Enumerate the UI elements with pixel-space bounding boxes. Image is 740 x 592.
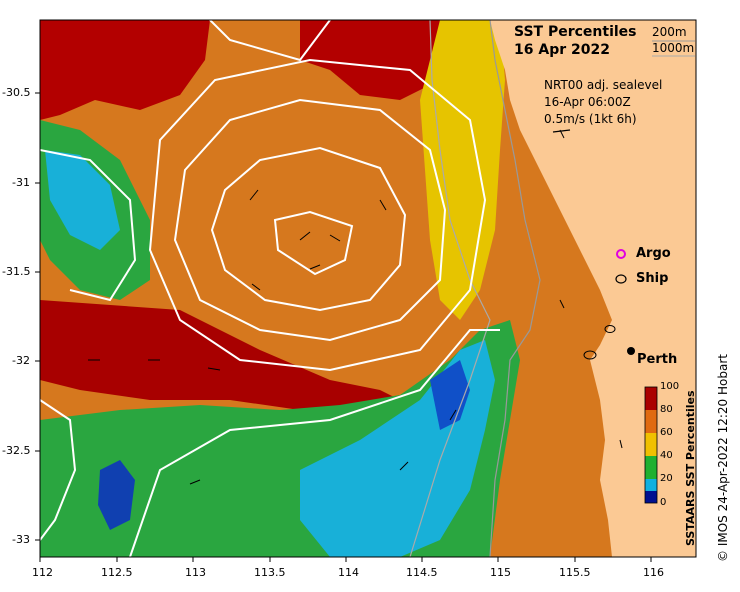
isobath-1000m (409, 20, 491, 557)
x-tick-114: 114 (338, 566, 359, 579)
x-tick-114-5: 114.5 (406, 566, 438, 579)
imos-credit: © IMOS 24-Apr-2022 12:20 Hobart (716, 354, 730, 562)
land-mass (490, 20, 696, 557)
plot-frame (39, 19, 697, 558)
x-tick-115: 115 (490, 566, 511, 579)
map-date: 16 Apr 2022 (514, 42, 610, 58)
x-tick-112: 112 (32, 566, 53, 579)
ship-symbol (615, 274, 627, 284)
depth-200m-label: 200m (652, 25, 687, 39)
ship-track (583, 350, 597, 360)
x-tick-marks (39, 557, 652, 562)
y-tick-marks (35, 92, 40, 541)
sst-blue-south (430, 360, 470, 430)
info-time: 16-Apr 06:00Z (544, 95, 631, 109)
sst-red-north (40, 20, 210, 120)
info-scale: 0.5m/s (1kt 6h) (544, 112, 637, 126)
cb-tick-0: 0 (660, 497, 667, 508)
colorbar (644, 386, 658, 504)
cb-tick-80: 80 (660, 404, 673, 415)
cb-tick-40: 40 (660, 450, 673, 461)
y-tick-32-5: -32.5 (2, 444, 31, 457)
perth-label: Perth (637, 352, 678, 367)
cb-tick-20: 20 (660, 473, 673, 484)
y-tick-31: -31 (12, 176, 30, 189)
argo-symbol (616, 249, 626, 259)
map-title: SST Percentiles (514, 24, 637, 40)
x-tick-112-5: 112.5 (101, 566, 133, 579)
argo-label: Argo (636, 246, 671, 261)
depth-1000m-label: 1000m (652, 41, 695, 55)
cb-tick-100: 100 (660, 381, 680, 392)
y-tick-30-5: -30.5 (2, 86, 31, 99)
x-tick-115-5: 115.5 (559, 566, 591, 579)
isobath-200m (489, 20, 541, 557)
scale-arrow (552, 129, 571, 133)
current-arrows (88, 129, 623, 485)
sst-cyan-west (45, 150, 120, 250)
sst-red-band (40, 300, 400, 420)
ship-label: Ship (636, 271, 669, 286)
colorbar-title: SSTAARS SST Percentiles (684, 390, 697, 547)
x-tick-113-5: 113.5 (254, 566, 286, 579)
x-tick-113: 113 (185, 566, 206, 579)
x-tick-116: 116 (643, 566, 664, 579)
ship-track-2 (604, 325, 616, 333)
y-tick-31-5: -31.5 (2, 265, 31, 278)
perth-marker (627, 347, 635, 355)
y-tick-33: -33 (12, 533, 30, 546)
sst-blue-sw (98, 460, 135, 530)
sealevel-contours (40, 20, 500, 557)
sst-red-north-2 (300, 20, 440, 100)
y-tick-32: -32 (12, 354, 30, 367)
info-sealevel: NRT00 adj. sealevel (544, 78, 663, 92)
cb-tick-60: 60 (660, 427, 673, 438)
